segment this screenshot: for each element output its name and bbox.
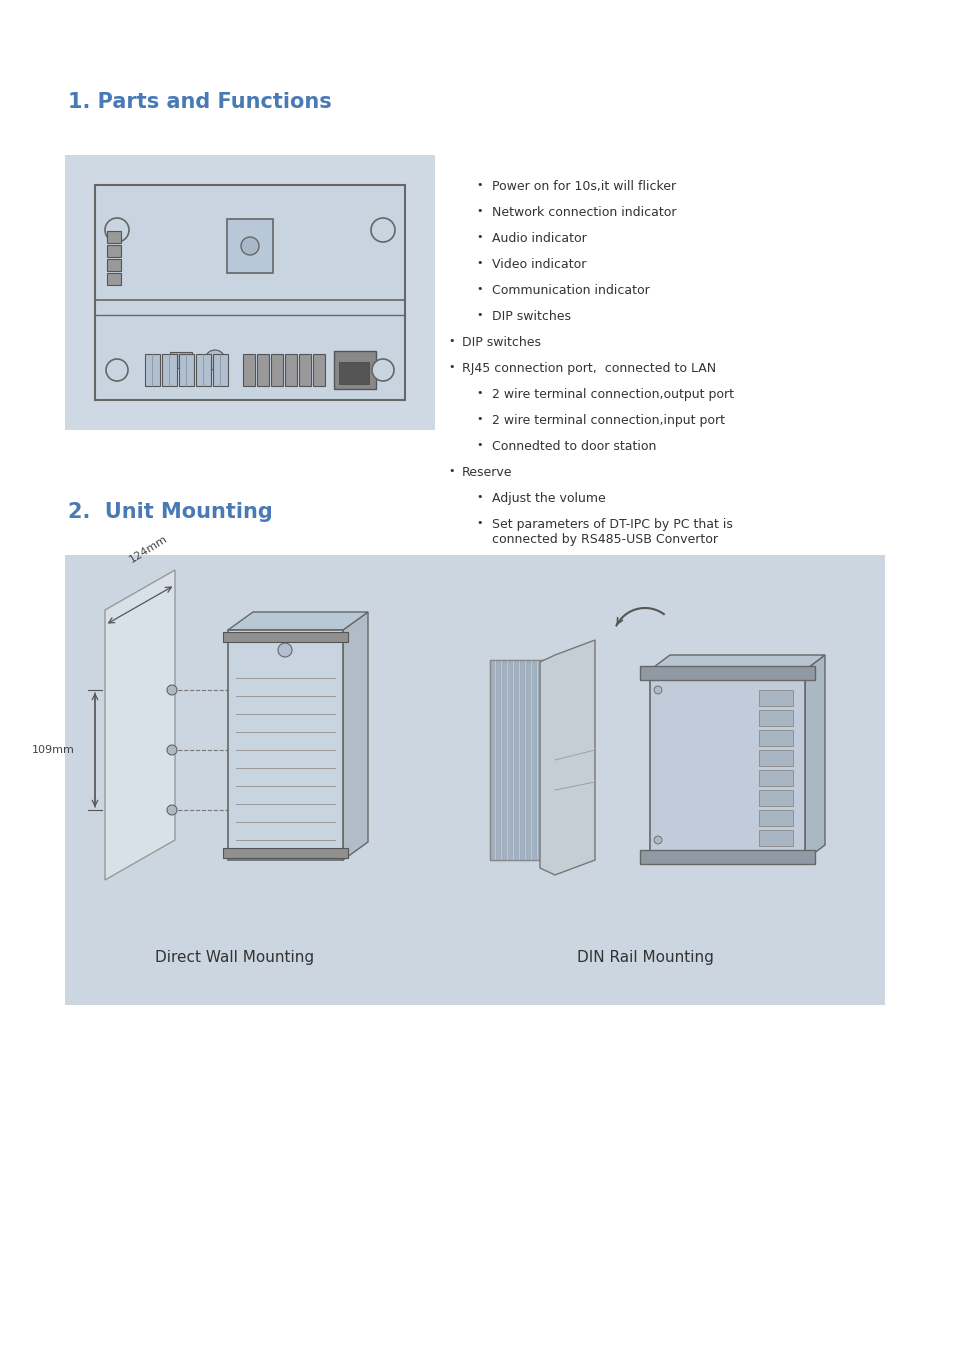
Text: •: • [476,387,483,398]
Bar [313,354,325,386]
Bar [162,354,177,386]
Bar [271,354,283,386]
Text: Video indicator: Video indicator [492,258,586,271]
Circle shape [205,350,225,370]
Circle shape [654,836,661,844]
Bar [490,660,550,860]
Circle shape [277,643,292,657]
Text: Direct Wall Mounting: Direct Wall Mounting [155,950,314,965]
Text: Reserve: Reserve [461,466,512,479]
Circle shape [241,238,258,255]
Polygon shape [228,612,368,630]
Text: 1. Parts and Functions: 1. Parts and Functions [68,92,332,112]
Text: •: • [476,491,483,502]
Bar [145,354,160,386]
Text: Power on for 10s,it will flicker: Power on for 10s,it will flicker [492,180,676,193]
Bar [223,848,348,859]
Text: Connedted to door station: Connedted to door station [492,440,656,454]
Text: •: • [448,466,455,477]
Bar [65,155,435,431]
Bar [107,273,121,285]
Circle shape [106,359,128,381]
FancyBboxPatch shape [759,751,792,765]
Circle shape [372,359,394,381]
FancyBboxPatch shape [334,351,375,389]
Text: 2 wire terminal connection,input port: 2 wire terminal connection,input port [492,414,724,427]
Bar [107,259,121,271]
Bar [179,354,193,386]
Polygon shape [649,655,824,670]
Bar [649,670,804,860]
Text: •: • [448,336,455,346]
Text: 2.  Unit Mounting: 2. Unit Mounting [68,502,273,522]
Circle shape [371,217,395,242]
Text: DIP switches: DIP switches [492,310,571,323]
Bar [95,185,405,400]
Text: •: • [476,232,483,242]
FancyBboxPatch shape [759,790,792,806]
Bar [639,850,814,864]
Bar [639,666,814,680]
Bar [243,354,254,386]
Circle shape [105,217,129,242]
Bar [107,231,121,243]
Text: •: • [476,518,483,528]
Text: DIN Rail Mounting: DIN Rail Mounting [576,950,713,965]
Circle shape [167,684,177,695]
Polygon shape [539,640,595,875]
Bar [298,354,311,386]
Polygon shape [804,655,824,860]
Text: 2 wire terminal connection,output port: 2 wire terminal connection,output port [492,387,733,401]
Text: •: • [448,362,455,373]
Circle shape [654,686,661,694]
Text: 124mm: 124mm [127,533,169,566]
Text: Adjust the volume: Adjust the volume [492,491,605,505]
Bar [107,244,121,256]
Bar [213,354,228,386]
Text: Communication indicator: Communication indicator [492,284,649,297]
FancyBboxPatch shape [759,830,792,846]
FancyBboxPatch shape [227,219,273,273]
Circle shape [167,745,177,755]
FancyBboxPatch shape [759,730,792,747]
Text: RJ45 connection port,  connected to LAN: RJ45 connection port, connected to LAN [461,362,716,375]
Bar [256,354,269,386]
Circle shape [167,805,177,815]
Text: Network connection indicator: Network connection indicator [492,207,676,219]
Polygon shape [343,612,368,860]
Text: DIP switches: DIP switches [461,336,540,350]
FancyBboxPatch shape [759,810,792,826]
Text: Audio indicator: Audio indicator [492,232,586,244]
Text: •: • [476,180,483,190]
FancyBboxPatch shape [759,710,792,726]
Bar [223,632,348,643]
FancyBboxPatch shape [759,769,792,786]
Bar [228,630,343,860]
Bar [285,354,296,386]
Text: 109mm: 109mm [32,745,75,755]
Text: •: • [476,310,483,320]
Text: •: • [476,207,483,216]
Text: •: • [476,414,483,424]
Bar [170,352,192,369]
FancyBboxPatch shape [759,690,792,706]
Text: •: • [476,440,483,450]
Bar [65,555,884,1004]
Bar [338,362,369,383]
Polygon shape [105,570,174,880]
Bar [195,354,211,386]
Text: •: • [476,258,483,269]
Text: •: • [476,284,483,294]
Text: Set parameters of DT-IPC by PC that is
connected by RS485-USB Convertor: Set parameters of DT-IPC by PC that is c… [492,518,732,545]
